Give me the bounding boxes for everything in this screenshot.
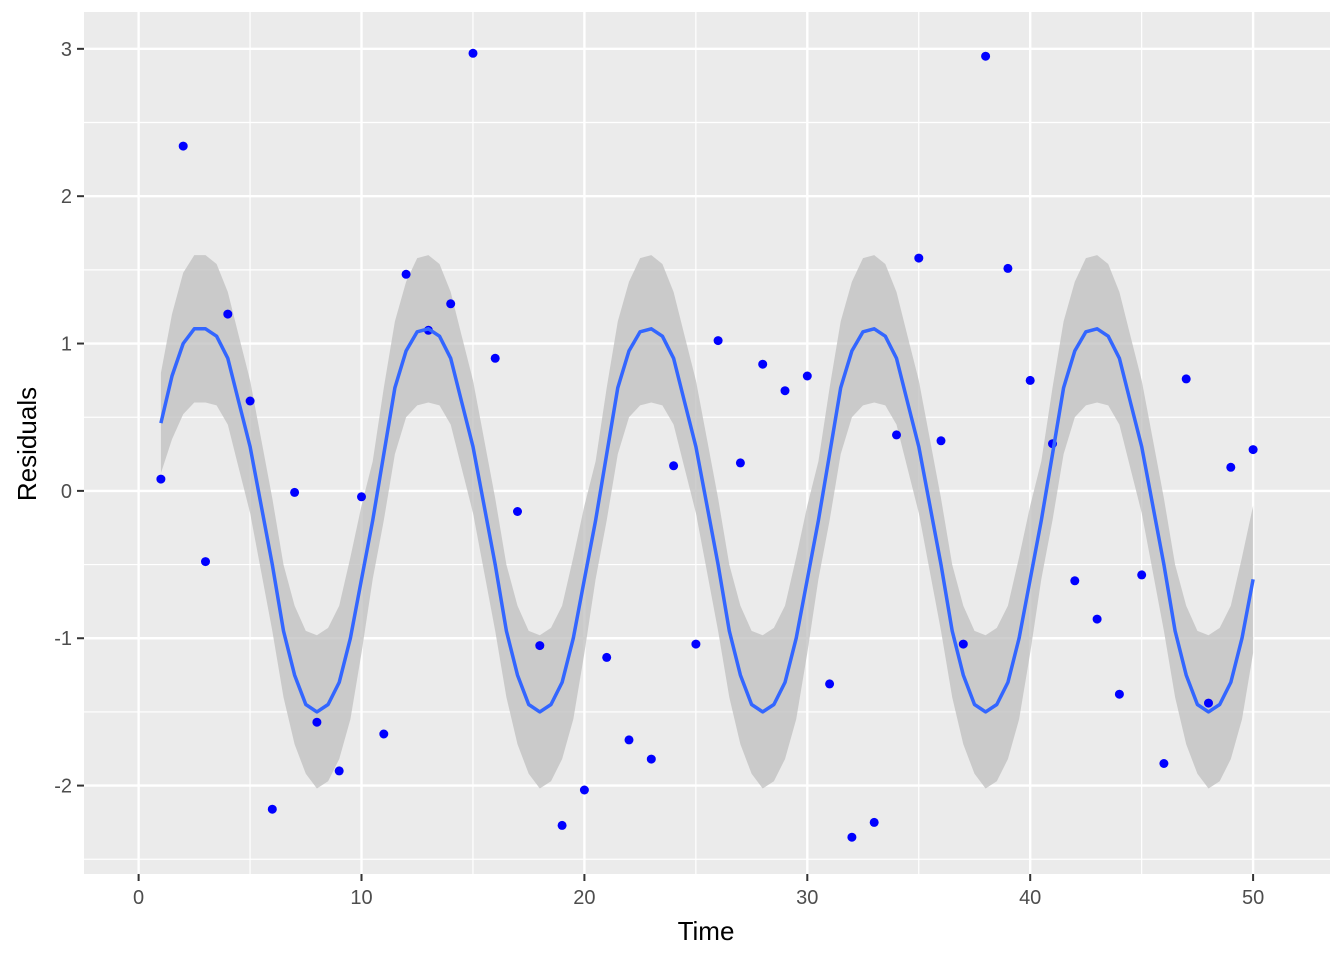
data-point [1181, 374, 1191, 384]
grid-major [84, 12, 1330, 874]
data-point [446, 299, 456, 309]
data-point [981, 51, 991, 61]
x-tick-label: 0 [133, 887, 144, 909]
data-point [802, 371, 812, 381]
data-point [312, 717, 322, 727]
y-axis-title: Residuals [12, 387, 42, 501]
data-point [468, 48, 478, 58]
data-point [1248, 445, 1258, 455]
data-point [490, 353, 500, 363]
data-point [401, 269, 411, 279]
data-point [825, 679, 835, 689]
data-point [691, 639, 701, 649]
data-point [513, 507, 522, 516]
data-point [201, 557, 210, 567]
data-point [290, 487, 300, 497]
data-point [758, 359, 768, 369]
data-point [1092, 614, 1102, 624]
data-point [1003, 263, 1013, 273]
data-point [1159, 759, 1169, 768]
x-tick-label: 30 [796, 887, 818, 909]
data-point [780, 386, 790, 396]
data-point [958, 639, 968, 649]
y-tick-label: -1 [54, 628, 72, 650]
x-axis-title: Time [678, 916, 735, 946]
data-point [1137, 570, 1147, 580]
y-tick-label: 1 [61, 334, 72, 356]
x-axis: 0 10 20 30 40 50 [133, 874, 1264, 909]
x-tick-label: 40 [1019, 887, 1041, 909]
data-point [914, 253, 924, 263]
data-point [1226, 462, 1236, 472]
data-point [156, 474, 166, 484]
y-tick-label: 2 [61, 186, 72, 208]
y-tick-label: 0 [61, 481, 72, 503]
data-point [1025, 375, 1035, 385]
confidence-ribbon [160, 255, 1254, 789]
y-axis: -2 -1 0 1 2 3 [54, 39, 84, 798]
data-point [535, 641, 545, 651]
data-point [334, 766, 344, 776]
data-point [892, 430, 901, 440]
data-point [245, 396, 255, 406]
y-tick-label: -2 [54, 776, 72, 798]
data-point [557, 820, 567, 830]
x-tick-label: 50 [1242, 887, 1264, 909]
data-point [669, 461, 679, 471]
data-points [156, 48, 1258, 842]
data-point [713, 336, 723, 346]
data-point [267, 804, 277, 814]
data-point [602, 652, 612, 662]
x-tick-label: 10 [350, 887, 372, 909]
data-point [1114, 689, 1124, 699]
data-point [735, 458, 745, 468]
data-point [646, 754, 656, 764]
data-point [624, 735, 634, 745]
data-point [579, 785, 589, 795]
data-point [178, 141, 188, 151]
data-point [1070, 576, 1080, 586]
data-point [1204, 698, 1213, 708]
data-point [357, 492, 366, 502]
x-tick-label: 20 [573, 887, 595, 909]
data-point [847, 832, 857, 842]
y-tick-label: 3 [61, 39, 72, 61]
data-point [869, 817, 879, 827]
data-point [936, 436, 946, 446]
data-point [379, 729, 389, 739]
smooth-line [159, 327, 1255, 714]
data-point [223, 309, 233, 319]
